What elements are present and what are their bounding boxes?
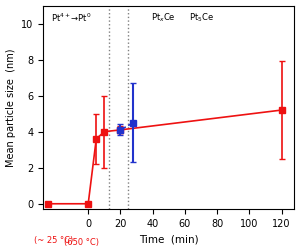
X-axis label: Time  (min): Time (min) bbox=[139, 234, 199, 244]
Text: Pt$^{4+}$→Pt$^{0}$: Pt$^{4+}$→Pt$^{0}$ bbox=[51, 12, 91, 24]
Text: Pt$_x$Ce: Pt$_x$Ce bbox=[151, 12, 176, 24]
Text: (~ 25 °C): (~ 25 °C) bbox=[34, 236, 74, 245]
Text: (650 °C): (650 °C) bbox=[64, 238, 98, 248]
Text: Pt$_5$Ce: Pt$_5$Ce bbox=[189, 12, 214, 24]
Y-axis label: Mean particle size  (nm): Mean particle size (nm) bbox=[6, 48, 16, 166]
